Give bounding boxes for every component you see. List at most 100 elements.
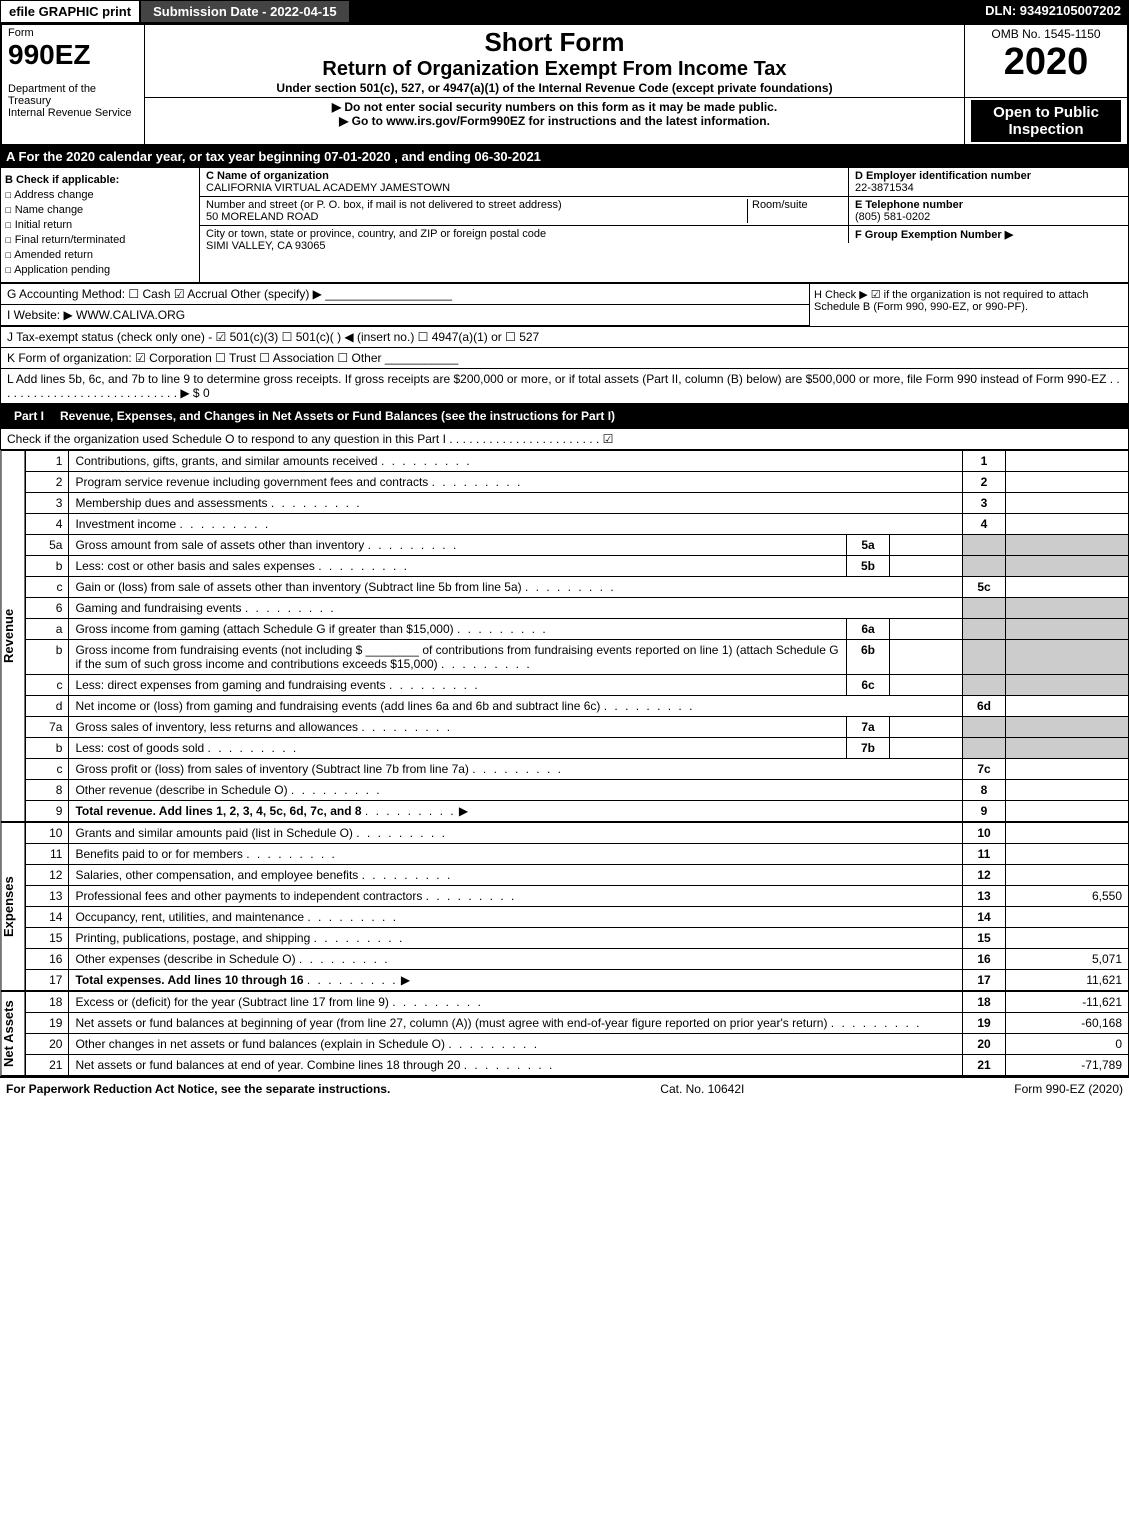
table-row: 10Grants and similar amounts paid (list … — [26, 823, 1129, 844]
line-description: Benefits paid to or for members . . . . … — [69, 844, 963, 865]
line-description: Net assets or fund balances at beginning… — [69, 1013, 963, 1034]
line-description: Program service revenue including govern… — [69, 472, 963, 493]
expenses-table: 10Grants and similar amounts paid (list … — [25, 822, 1129, 991]
table-row: 2Program service revenue including gover… — [26, 472, 1129, 493]
note-instructions: ▶ Go to www.irs.gov/Form990EZ for instru… — [151, 114, 958, 128]
table-row: bLess: cost or other basis and sales exp… — [26, 556, 1129, 577]
line-value — [1006, 472, 1129, 493]
c-label: C Name of organization — [206, 170, 329, 182]
line-number: 4 — [26, 514, 69, 535]
line-number: 1 — [26, 451, 69, 472]
line-number: 21 — [26, 1055, 69, 1076]
title-short-form: Short Form — [151, 27, 958, 58]
line-value — [1006, 759, 1129, 780]
line-description: Other expenses (describe in Schedule O) … — [69, 949, 963, 970]
note-ssn: ▶ Do not enter social security numbers o… — [151, 100, 958, 114]
shaded-cell — [1006, 717, 1129, 738]
table-row: 5aGross amount from sale of assets other… — [26, 535, 1129, 556]
info-block: B Check if applicable: ☐ Address change … — [0, 167, 1129, 283]
sub-amount — [890, 738, 963, 759]
check-final-return: ☐ Final return/terminated — [5, 233, 195, 246]
table-row: 1Contributions, gifts, grants, and simil… — [26, 451, 1129, 472]
check-initial-return: ☐ Initial return — [5, 218, 195, 231]
line-i: I Website: ▶ WWW.CALIVA.ORG — [1, 305, 809, 326]
e-label: E Telephone number — [855, 199, 963, 211]
sub-amount — [890, 640, 963, 675]
part1-title: Revenue, Expenses, and Changes in Net As… — [60, 409, 615, 423]
line-number: a — [26, 619, 69, 640]
room-label: Room/suite — [752, 199, 808, 211]
result-line-number: 19 — [963, 1013, 1006, 1034]
page-footer: For Paperwork Reduction Act Notice, see … — [0, 1076, 1129, 1100]
line-number: 16 — [26, 949, 69, 970]
line-value — [1006, 696, 1129, 717]
expenses-side-label: Expenses — [0, 822, 25, 991]
line-value — [1006, 780, 1129, 801]
table-row: 20Other changes in net assets or fund ba… — [26, 1034, 1129, 1055]
line-description: Excess or (deficit) for the year (Subtra… — [69, 992, 963, 1013]
line-description: Occupancy, rent, utilities, and maintena… — [69, 907, 963, 928]
line-description: Gross income from gaming (attach Schedul… — [69, 619, 847, 640]
line-k: K Form of organization: ☑ Corporation ☐ … — [0, 348, 1129, 369]
line-description: Gain or (loss) from sale of assets other… — [69, 577, 963, 598]
result-line-number: 8 — [963, 780, 1006, 801]
line-value: 5,071 — [1006, 949, 1129, 970]
line-description: Membership dues and assessments . . . . … — [69, 493, 963, 514]
line-value: -60,168 — [1006, 1013, 1129, 1034]
line-value — [1006, 577, 1129, 598]
result-line-number: 17 — [963, 970, 1006, 991]
sub-line-number: 6b — [847, 640, 890, 675]
line-number: b — [26, 640, 69, 675]
sub-amount — [890, 535, 963, 556]
check-name-change: ☐ Name change — [5, 203, 195, 216]
line-value — [1006, 928, 1129, 949]
line-number: 14 — [26, 907, 69, 928]
result-line-number: 20 — [963, 1034, 1006, 1055]
table-row: dNet income or (loss) from gaming and fu… — [26, 696, 1129, 717]
shaded-cell — [963, 535, 1006, 556]
line-description: Net assets or fund balances at end of ye… — [69, 1055, 963, 1076]
check-amended-return: ☐ Amended return — [5, 248, 195, 261]
line-l: L Add lines 5b, 6c, and 7b to line 9 to … — [0, 369, 1129, 404]
line-value — [1006, 907, 1129, 928]
top-bar: efile GRAPHIC print Submission Date - 20… — [0, 0, 1129, 23]
efile-graphic-print: efile GRAPHIC print — [0, 0, 140, 23]
line-value — [1006, 823, 1129, 844]
line-description: Gross profit or (loss) from sales of inv… — [69, 759, 963, 780]
part1-header: Part I Revenue, Expenses, and Changes in… — [0, 404, 1129, 428]
footer-right: Form 990-EZ (2020) — [1014, 1082, 1123, 1096]
shaded-cell — [963, 738, 1006, 759]
result-line-number: 3 — [963, 493, 1006, 514]
table-row: cGain or (loss) from sale of assets othe… — [26, 577, 1129, 598]
line-description: Contributions, gifts, grants, and simila… — [69, 451, 963, 472]
line-j: J Tax-exempt status (check only one) - ☑… — [0, 327, 1129, 348]
result-line-number: 13 — [963, 886, 1006, 907]
line-value — [1006, 844, 1129, 865]
line-number: 5a — [26, 535, 69, 556]
line-value — [1006, 514, 1129, 535]
line-description: Printing, publications, postage, and shi… — [69, 928, 963, 949]
sub-line-number: 5b — [847, 556, 890, 577]
dept-treasury: Department of the Treasury — [8, 83, 138, 107]
shaded-cell — [1006, 598, 1129, 619]
form-header: Form 990EZ Department of the Treasury In… — [0, 23, 1129, 146]
table-row: bGross income from fundraising events (n… — [26, 640, 1129, 675]
sub-line-number: 6c — [847, 675, 890, 696]
phone: (805) 581-0202 — [855, 211, 930, 223]
sub-amount — [890, 556, 963, 577]
line-number: c — [26, 577, 69, 598]
sub-amount — [890, 619, 963, 640]
shaded-cell — [963, 675, 1006, 696]
submission-date: Submission Date - 2022-04-15 — [140, 0, 350, 23]
line-value — [1006, 865, 1129, 886]
result-line-number: 1 — [963, 451, 1006, 472]
line-value — [1006, 451, 1129, 472]
result-line-number: 9 — [963, 801, 1006, 822]
shaded-cell — [1006, 675, 1129, 696]
table-row: 14Occupancy, rent, utilities, and mainte… — [26, 907, 1129, 928]
table-row: 11Benefits paid to or for members . . . … — [26, 844, 1129, 865]
result-line-number: 5c — [963, 577, 1006, 598]
irs-label: Internal Revenue Service — [8, 107, 138, 119]
sub-line-number: 7b — [847, 738, 890, 759]
line-number: 13 — [26, 886, 69, 907]
